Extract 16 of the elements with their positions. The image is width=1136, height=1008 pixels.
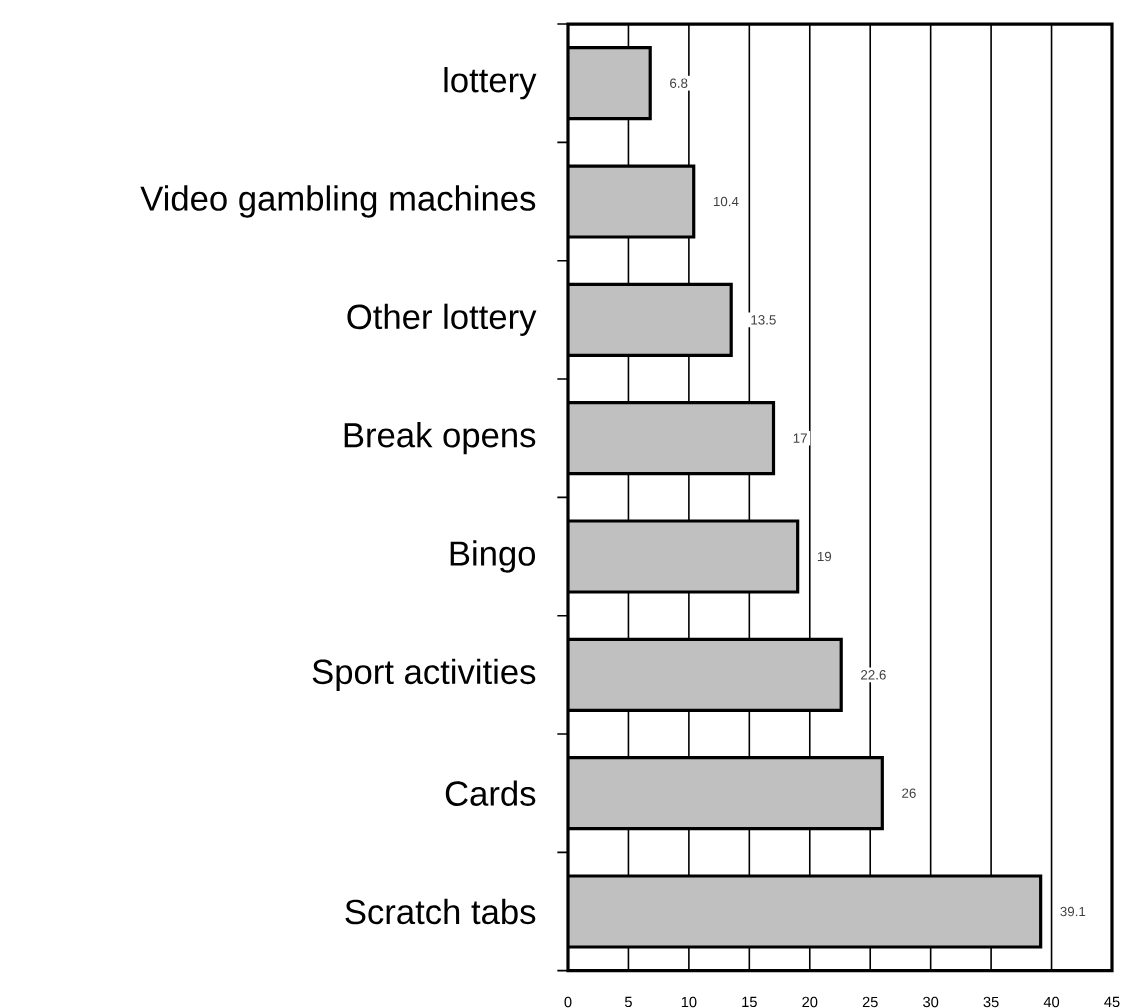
y-tick-label: Scratch tabs [345,898,536,925]
bar [567,401,776,476]
y-tick-label: Break opens [344,422,536,455]
bar [567,282,733,357]
y-tick-label: Cards [445,780,536,806]
bar [567,519,800,594]
bar [567,637,843,712]
bar [567,756,884,831]
y-tick-label: Sport activities [312,658,536,691]
y-tick-label: Video gambling machines [140,185,536,218]
bar [567,164,696,239]
bar [567,874,1043,949]
y-tick-label: lottery [444,67,537,100]
bar [567,46,652,121]
y-tick-label: Bingo [450,540,536,573]
y-tick-label: Other lottery [347,303,537,337]
